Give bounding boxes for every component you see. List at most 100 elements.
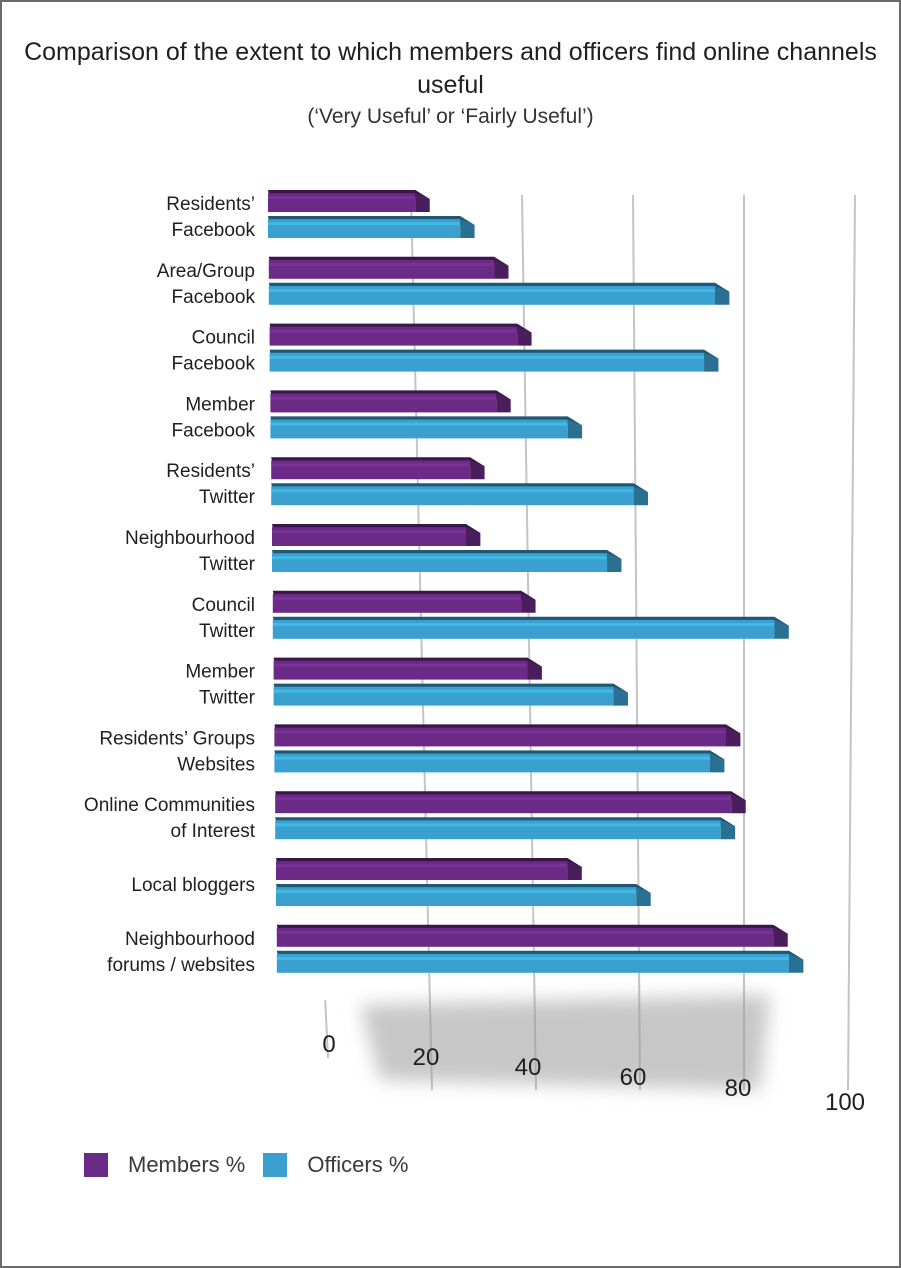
bar-end-cap [714,285,730,305]
category-label-line: of Interest [171,821,256,842]
category-label-line: forums / websites [107,955,255,976]
bar-members-2 [269,323,532,346]
bar-front-face [271,486,634,506]
bar-highlight [272,530,466,534]
bar-end-cap [726,727,741,747]
bar-end-cap [521,593,536,613]
bar-front-face [275,820,721,840]
category-label-line: Twitter [199,688,256,709]
bar-end-cap [704,352,719,372]
bar-officers-7 [273,683,628,706]
bar-members-6 [272,590,536,613]
category-label-line: Residents’ Groups [99,728,255,749]
bar-officers-5 [272,550,622,572]
bar-end-cap [567,419,583,439]
bar-highlight [276,890,637,894]
bar-officers-3 [270,416,583,439]
bar-highlight [272,556,608,560]
bar-end-cap [633,486,649,506]
bar-members-4 [271,457,485,480]
bar-officers-10 [276,884,651,906]
bar-front-face [274,727,726,747]
bar-front-face [271,460,471,480]
bar-highlight [271,463,471,467]
bar-highlight [269,329,518,333]
category-label-line: Residents’ [166,194,255,215]
category-label-line: Facebook [172,420,256,441]
legend-swatch-officers [263,1153,288,1177]
bar-front-face [268,285,715,305]
bar-members-9 [275,791,746,814]
bar-front-face [269,326,518,346]
category-label-line: Residents’ [166,461,255,482]
category-label-1: Area/Group Facebook [157,261,256,308]
bar-end-cap [636,887,651,906]
bar-members-0 [268,190,430,212]
category-label-line: Twitter [199,621,256,642]
bar-end-cap [567,861,582,880]
bar-officers-4 [271,483,649,506]
x-tick-labels: 0 20 40 60 80 100 [322,1031,865,1116]
bar-end-cap [773,927,788,947]
bar-end-cap [789,953,804,973]
chart-subtitle: (‘Very Useful’ or ‘Fairly Useful’) [307,105,594,128]
bar-officers-1 [268,282,730,305]
bar-front-face [268,259,495,279]
category-label-line: Facebook [172,354,256,375]
bar-members-8 [274,724,741,747]
category-label-3: Member Facebook [172,394,256,441]
category-label-line: Facebook [172,287,256,308]
category-label-7: Member Twitter [185,662,255,709]
category-label-line: Local bloggers [131,875,255,896]
bar-end-cap [494,259,509,279]
bar-officers-11 [276,950,804,973]
bar-front-face [273,686,614,706]
bar-highlight [274,730,726,734]
bar-highlight [276,930,774,934]
category-label-line: Council [192,328,255,349]
bar-end-cap [731,794,746,814]
category-label-line: Twitter [199,554,256,575]
category-label-8: Residents’ Groups Websites [99,728,255,775]
x-tick-label-0: 0 [322,1031,335,1058]
category-label-6: Council Twitter [192,595,256,642]
bar-front-face [272,593,522,613]
bar-end-cap [527,660,542,680]
x-tick-label-60: 60 [620,1064,647,1091]
bar-highlight [274,756,711,760]
floor-shadow [360,995,770,1090]
category-label-line: Online Communities [84,795,255,816]
bar-highlight [276,864,568,868]
gridline-100 [847,194,856,1091]
bar-front-face [276,927,774,947]
bar-officers-9 [275,817,736,840]
bar-officers-2 [269,349,719,372]
bar-end-cap [710,753,725,773]
bar-end-cap [465,527,481,546]
category-label-5: Neighbourhood Twitter [125,528,256,575]
bar-front-face [276,887,637,906]
bar-front-face [276,861,568,880]
bar-end-cap [470,460,485,480]
category-label-line: Neighbourhood [125,929,255,950]
category-label-line: Websites [177,754,255,775]
bar-highlight [268,262,495,266]
category-label-9: Online Communities of Interest [84,795,256,842]
bar-end-cap [517,326,532,346]
bar-front-face [270,393,497,413]
category-label-line: Neighbourhood [125,528,255,549]
bar-highlight [273,663,528,667]
bar-end-cap [460,219,475,238]
category-label-line: Area/Group [157,261,255,282]
bar-members-1 [268,256,509,279]
bar-highlight [275,823,721,827]
bar-front-face [270,419,568,439]
bar-front-face [275,794,732,814]
bar-members-5 [272,524,481,546]
bar-highlight [268,288,715,292]
bar-officers-0 [268,216,475,238]
bar-end-cap [415,193,430,212]
bar-front-face [272,553,608,572]
bar-front-face [268,219,461,238]
x-tick-label-20: 20 [413,1044,440,1071]
